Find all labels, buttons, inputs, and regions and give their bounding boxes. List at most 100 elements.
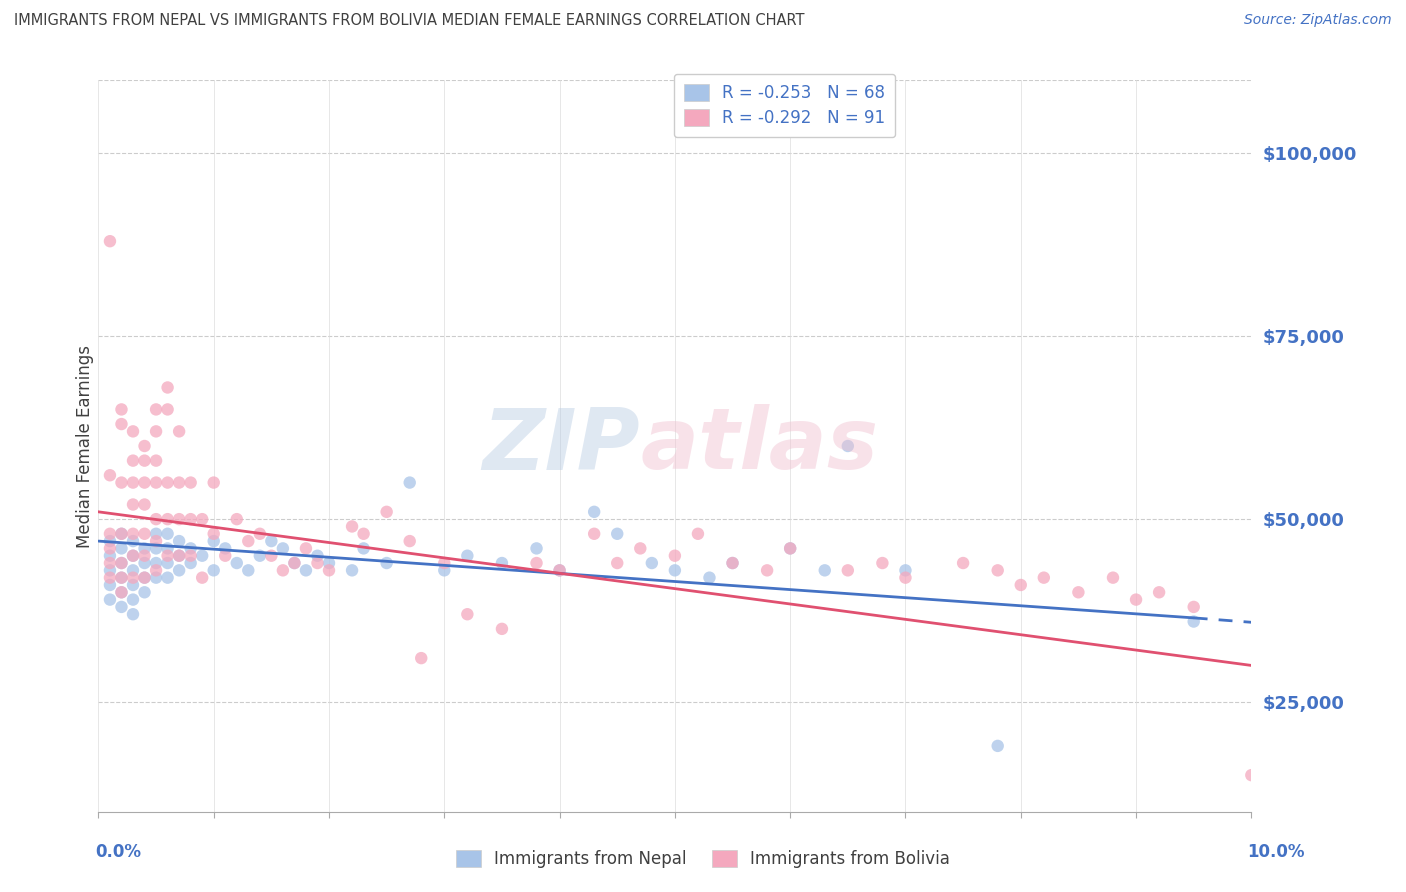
Point xyxy=(145,534,167,549)
Point xyxy=(180,475,202,490)
Point xyxy=(894,563,917,577)
Point xyxy=(411,651,433,665)
Point xyxy=(156,526,179,541)
Text: ZIP: ZIP xyxy=(482,404,640,488)
Point xyxy=(340,563,363,577)
Point xyxy=(271,563,294,577)
Point xyxy=(167,512,190,526)
Point xyxy=(987,739,1010,753)
Point xyxy=(202,563,225,577)
Point xyxy=(145,541,167,556)
Point xyxy=(134,453,156,467)
Point xyxy=(110,526,132,541)
Point xyxy=(664,563,686,577)
Point xyxy=(238,534,260,549)
Point xyxy=(664,549,686,563)
Point xyxy=(756,563,779,577)
Point xyxy=(98,556,121,570)
Point xyxy=(606,526,628,541)
Text: IMMIGRANTS FROM NEPAL VS IMMIGRANTS FROM BOLIVIA MEDIAN FEMALE EARNINGS CORRELAT: IMMIGRANTS FROM NEPAL VS IMMIGRANTS FROM… xyxy=(14,13,804,29)
Point xyxy=(191,549,214,563)
Point xyxy=(98,526,121,541)
Point xyxy=(307,549,329,563)
Point xyxy=(145,512,167,526)
Point xyxy=(122,607,145,622)
Point xyxy=(375,505,398,519)
Point xyxy=(628,541,651,556)
Point xyxy=(214,541,236,556)
Point xyxy=(98,534,121,549)
Point xyxy=(307,556,329,570)
Point xyxy=(721,556,744,570)
Point xyxy=(98,578,121,592)
Point xyxy=(894,571,917,585)
Point xyxy=(122,453,145,467)
Point xyxy=(721,556,744,570)
Point xyxy=(110,585,132,599)
Point xyxy=(491,556,513,570)
Point xyxy=(134,526,156,541)
Text: Source: ZipAtlas.com: Source: ZipAtlas.com xyxy=(1244,13,1392,28)
Point xyxy=(110,571,132,585)
Point xyxy=(491,622,513,636)
Point xyxy=(110,526,132,541)
Point xyxy=(249,526,271,541)
Point xyxy=(1182,599,1205,614)
Point xyxy=(398,475,420,490)
Point xyxy=(122,475,145,490)
Point xyxy=(156,571,179,585)
Point xyxy=(353,526,375,541)
Point xyxy=(686,526,709,541)
Point xyxy=(1147,585,1170,599)
Point xyxy=(641,556,664,570)
Point xyxy=(295,563,318,577)
Point xyxy=(134,541,156,556)
Point xyxy=(249,549,271,563)
Point xyxy=(433,556,456,570)
Point xyxy=(191,571,214,585)
Text: atlas: atlas xyxy=(640,404,879,488)
Point xyxy=(1067,585,1090,599)
Point xyxy=(122,578,145,592)
Point xyxy=(122,498,145,512)
Point xyxy=(202,475,225,490)
Point xyxy=(156,512,179,526)
Point xyxy=(134,556,156,570)
Point xyxy=(837,563,859,577)
Point xyxy=(180,512,202,526)
Y-axis label: Median Female Earnings: Median Female Earnings xyxy=(76,344,94,548)
Point xyxy=(548,563,571,577)
Point xyxy=(260,534,283,549)
Point xyxy=(122,549,145,563)
Point xyxy=(122,563,145,577)
Point xyxy=(456,549,478,563)
Point xyxy=(180,556,202,570)
Point xyxy=(145,453,167,467)
Point xyxy=(145,571,167,585)
Point xyxy=(122,549,145,563)
Point xyxy=(779,541,801,556)
Point xyxy=(238,563,260,577)
Point xyxy=(145,563,167,577)
Point xyxy=(167,549,190,563)
Point xyxy=(214,549,236,563)
Point xyxy=(156,541,179,556)
Point xyxy=(110,571,132,585)
Point xyxy=(456,607,478,622)
Point xyxy=(260,549,283,563)
Point xyxy=(110,599,132,614)
Point xyxy=(122,592,145,607)
Point xyxy=(375,556,398,570)
Point xyxy=(167,534,190,549)
Point xyxy=(134,571,156,585)
Point xyxy=(433,563,456,577)
Point xyxy=(526,541,548,556)
Point xyxy=(110,475,132,490)
Point xyxy=(145,402,167,417)
Point xyxy=(987,563,1010,577)
Point xyxy=(156,475,179,490)
Point xyxy=(180,549,202,563)
Point xyxy=(156,402,179,417)
Point xyxy=(295,541,318,556)
Point xyxy=(98,234,121,248)
